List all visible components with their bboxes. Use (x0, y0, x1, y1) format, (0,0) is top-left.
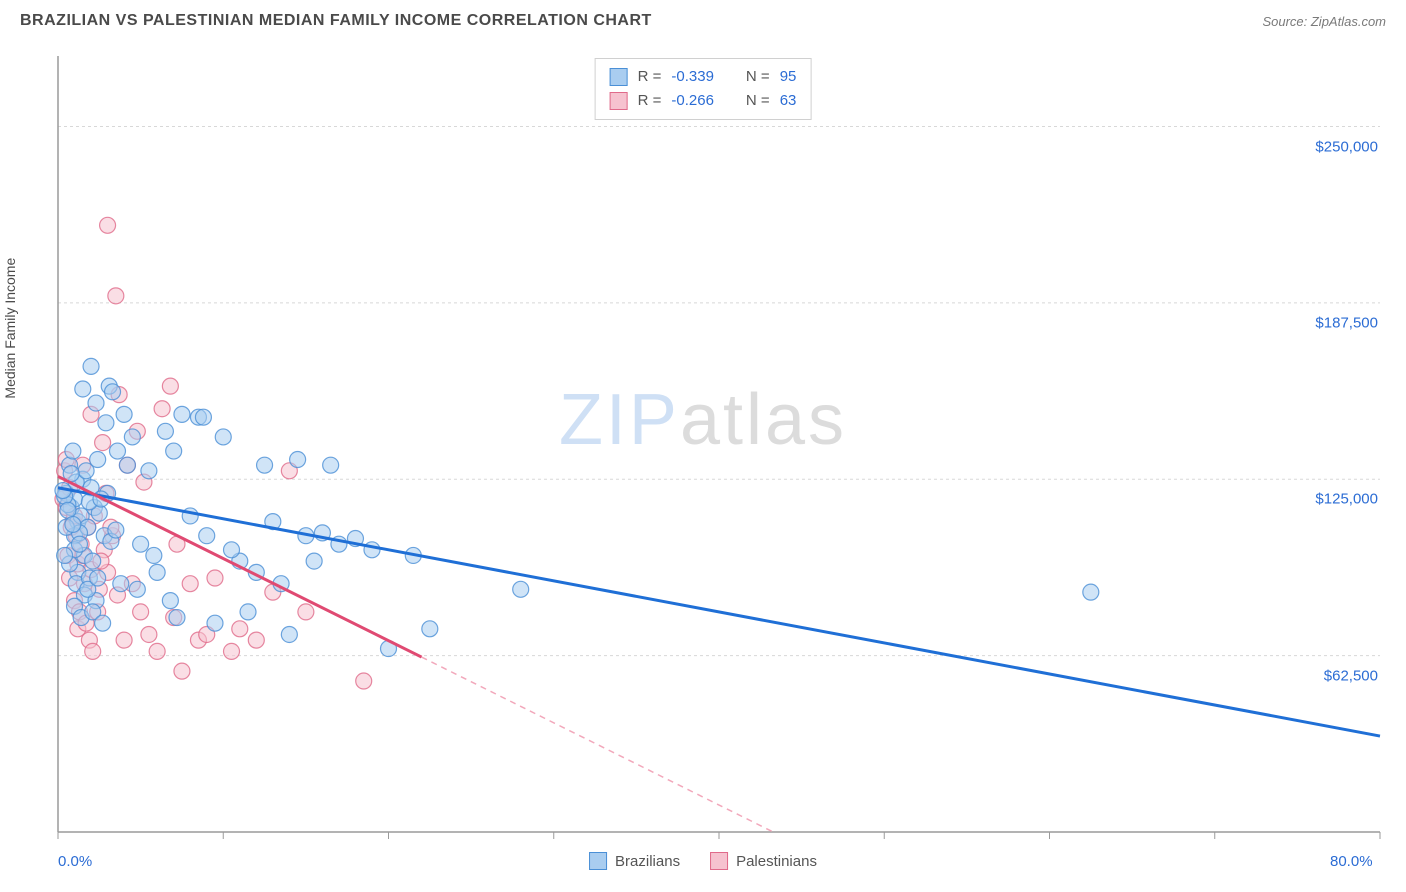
x-axis-end-label: 80.0% (1330, 853, 1373, 870)
scatter-chart (20, 50, 1386, 872)
legend-item-brazilians: Brazilians (589, 852, 680, 870)
y-tick-label: $187,500 (1315, 314, 1378, 331)
legend-item-palestinians: Palestinians (710, 852, 817, 870)
y-tick-label: $62,500 (1324, 667, 1378, 684)
stat-row-brazilians: R = -0.339 N = 95 (610, 65, 797, 89)
chart-header: BRAZILIAN VS PALESTINIAN MEDIAN FAMILY I… (0, 0, 1406, 38)
bottom-legend: Brazilians Palestinians (589, 852, 817, 870)
n-label-2: N = (746, 89, 770, 113)
stat-row-palestinians: R = -0.266 N = 63 (610, 89, 797, 113)
chart-source: Source: ZipAtlas.com (1262, 14, 1386, 29)
r-label: R = (638, 65, 662, 89)
legend-swatch-brazilians (589, 852, 607, 870)
chart-container: Median Family Income ZIPatlas R = -0.339… (20, 50, 1386, 872)
r-value-palestinians: -0.266 (671, 89, 714, 113)
swatch-brazilians (610, 68, 628, 86)
r-label-2: R = (638, 89, 662, 113)
legend-label-palestinians: Palestinians (736, 853, 817, 870)
x-axis-start-label: 0.0% (58, 853, 92, 870)
chart-title: BRAZILIAN VS PALESTINIAN MEDIAN FAMILY I… (20, 12, 652, 30)
stat-legend: R = -0.339 N = 95 R = -0.266 N = 63 (595, 58, 812, 120)
legend-label-brazilians: Brazilians (615, 853, 680, 870)
r-value-brazilians: -0.339 (671, 65, 714, 89)
n-value-brazilians: 95 (780, 65, 797, 89)
y-axis-title: Median Family Income (2, 258, 18, 399)
y-tick-label: $250,000 (1315, 138, 1378, 155)
swatch-palestinians (610, 92, 628, 110)
legend-swatch-palestinians (710, 852, 728, 870)
y-tick-label: $125,000 (1315, 491, 1378, 508)
n-value-palestinians: 63 (780, 89, 797, 113)
n-label: N = (746, 65, 770, 89)
